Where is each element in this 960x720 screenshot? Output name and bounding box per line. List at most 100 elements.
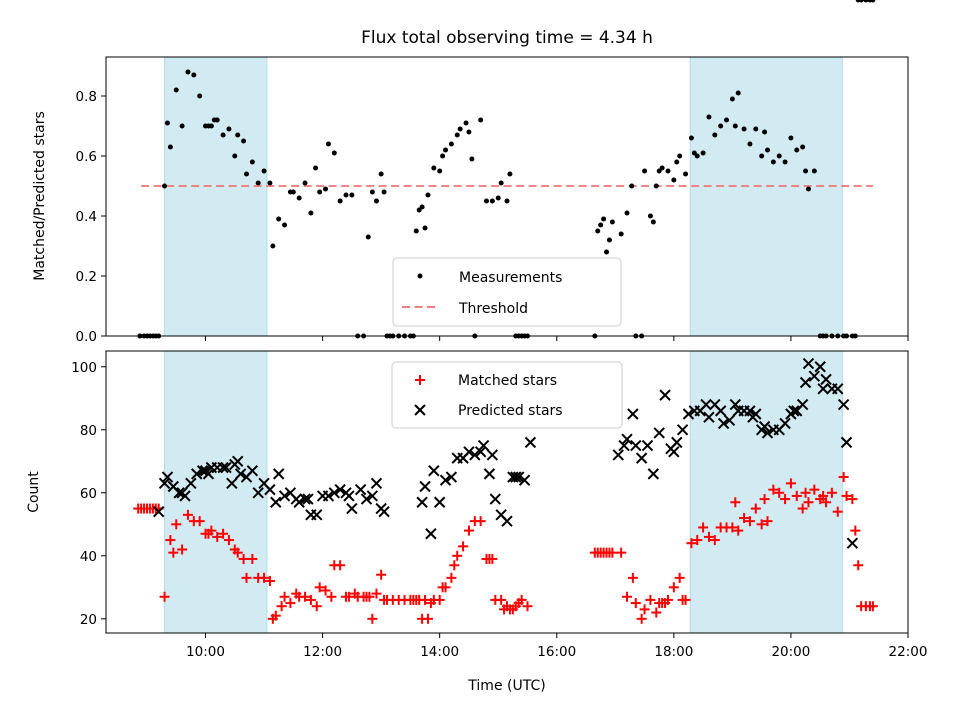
predicted-star-point [630,439,642,452]
measurement-point [440,153,446,159]
measurement-point [261,168,267,174]
matched-star-point [759,494,770,505]
matched-star-point [367,613,378,624]
matched-star-point [285,598,296,609]
measurement-point [443,147,449,153]
matched-star-point [279,591,290,602]
predicted-star-point [252,487,264,499]
measurement-point [296,195,302,201]
predicted-star-point [483,468,496,480]
predicted-star-point [196,465,209,477]
predicted-star-point [173,487,185,499]
predicted-star-point [717,417,730,430]
matched-star-point [496,594,507,605]
measurement-point [282,222,288,228]
measurement-point [741,126,747,132]
matched-star-point [733,525,744,536]
measurement-point [759,153,765,159]
measurement-point [255,180,261,186]
measurement-point [276,216,282,222]
matched-star-point [847,494,858,505]
measurement-point [270,243,276,249]
measurement-point [226,126,232,132]
matched-star-point [730,497,741,508]
matched-star-point [326,591,337,602]
predicted-star-point [647,468,660,480]
measurement-point [665,168,671,174]
measurement-point [870,0,876,3]
matched-star-point [276,601,287,612]
predicted-star-point [366,490,379,502]
measurement-point [659,165,665,171]
matched-star-point [247,553,258,564]
measurement-point [618,231,624,237]
measurement-point [197,93,203,99]
top-x-ticks [205,336,909,341]
matched-star-point [434,594,445,605]
predicted-star-point [750,408,762,420]
predicted-star-point [518,474,531,486]
matched-star-point [314,582,325,593]
measurement-point [747,141,753,147]
matched-star-point [446,572,457,583]
measurement-point [162,183,168,189]
predicted-star-point [152,505,165,518]
measurement-point [349,192,355,198]
predicted-star-point [653,427,665,439]
measurement-point [422,225,428,231]
matched-star-point [797,503,808,514]
predicted-star-point [682,408,695,420]
bottom-x-ticks: 10:00 12:00 14:00 16:00 18:00 20:00 22:00 [186,633,927,660]
matched-star-point [826,487,837,498]
matched-star-point [616,547,627,558]
measurement-point [724,117,730,123]
y-tick-label: 100 [71,360,97,376]
predicted-star-point [322,490,335,502]
legend-predicted-label: Predicted stars [458,403,563,419]
measurement-point [782,159,788,165]
measurement-point [232,153,238,159]
measurement-point [365,234,371,240]
predicted-star-point [445,471,458,483]
predicted-star-point [302,493,314,505]
measurement-point [317,189,323,195]
matched-star-point [168,547,179,558]
matched-star-point [223,535,234,546]
measurement-point [677,153,683,159]
matched-star-point [803,497,814,508]
top-y-ticks: 0.0 0.2 0.4 0.6 0.8 [76,89,106,345]
measurement-point [308,210,314,216]
measurement-point [185,69,191,75]
measurement-point [454,132,460,138]
matched-star-point [662,594,673,605]
x-tick-label: 22:00 [889,644,928,660]
legend-threshold-label: Threshold [458,301,528,317]
shaded-interval [689,350,843,634]
predicted-star-point [846,537,859,549]
predicted-star-point [311,509,323,521]
matched-star-point [320,585,331,596]
measurement-point [191,72,197,78]
predicted-star-point [191,468,203,480]
measurement-point [495,195,501,201]
x-tick-label: 10:00 [186,644,225,660]
matched-star-point [853,560,864,571]
measurement-point [343,192,349,198]
measurement-point [448,141,454,147]
matched-star-point [218,528,229,539]
predicted-star-point [510,471,522,483]
matched-star-point [238,553,249,564]
measurement-point [369,189,375,195]
measurement-point [325,141,331,147]
measurement-point [642,168,648,174]
top-legend-box [392,257,622,327]
predicted-star-point [635,452,648,464]
measurement-point [604,249,610,255]
predicted-star-point [439,474,452,486]
legend-matched-label: Matched stars [458,373,557,389]
x-axis-label: Time (UTC) [467,678,545,694]
y-tick-label: 60 [80,486,97,502]
measurement-point [858,0,864,3]
predicted-star-point [264,483,276,496]
bottom-y-ticks: 20 40 60 80 100 [71,360,106,628]
